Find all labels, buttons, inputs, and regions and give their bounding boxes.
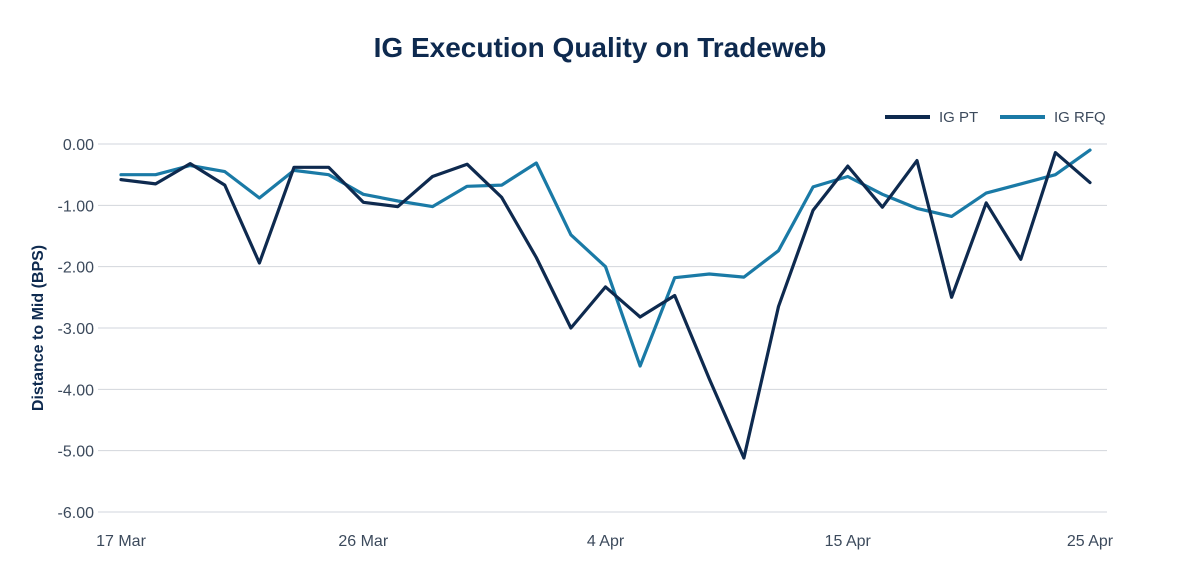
y-tick-label: -6.00 xyxy=(58,505,95,522)
grid-layer xyxy=(98,143,1107,513)
legend-label-ig-pt: IG PT xyxy=(939,109,978,126)
x-tick-label: 26 Mar xyxy=(338,533,388,550)
series-line-ig-rfq xyxy=(119,148,1092,368)
y-tick-label: -1.00 xyxy=(58,198,95,215)
x-tick-label: 15 Apr xyxy=(825,533,872,550)
chart-title: IG Execution Quality on Tradeweb xyxy=(373,32,827,63)
y-tick-label: -3.00 xyxy=(58,321,95,338)
y-axis-title: Distance to Mid (BPS) xyxy=(30,245,47,411)
x-tick-label: 25 Apr xyxy=(1067,533,1114,550)
y-tick-label: 0.00 xyxy=(63,137,94,154)
legend-label-ig-rfq: IG RFQ xyxy=(1054,109,1106,126)
x-tick-label: 17 Mar xyxy=(96,533,146,550)
x-axis-ticks: 17 Mar 26 Mar 4 Apr 15 Apr 25 Apr xyxy=(96,533,1114,550)
y-tick-label: -5.00 xyxy=(58,444,95,461)
y-axis-ticks: 0.00 -1.00 -2.00 -3.00 -4.00 -5.00 -6.00 xyxy=(58,137,95,522)
series-layer xyxy=(119,148,1092,460)
legend: IG PT IG RFQ xyxy=(885,109,1106,126)
y-tick-label: -2.00 xyxy=(58,260,95,277)
y-tick-label: -4.00 xyxy=(58,382,95,399)
x-tick-label: 4 Apr xyxy=(587,533,625,550)
series-line-ig-pt xyxy=(119,151,1092,460)
